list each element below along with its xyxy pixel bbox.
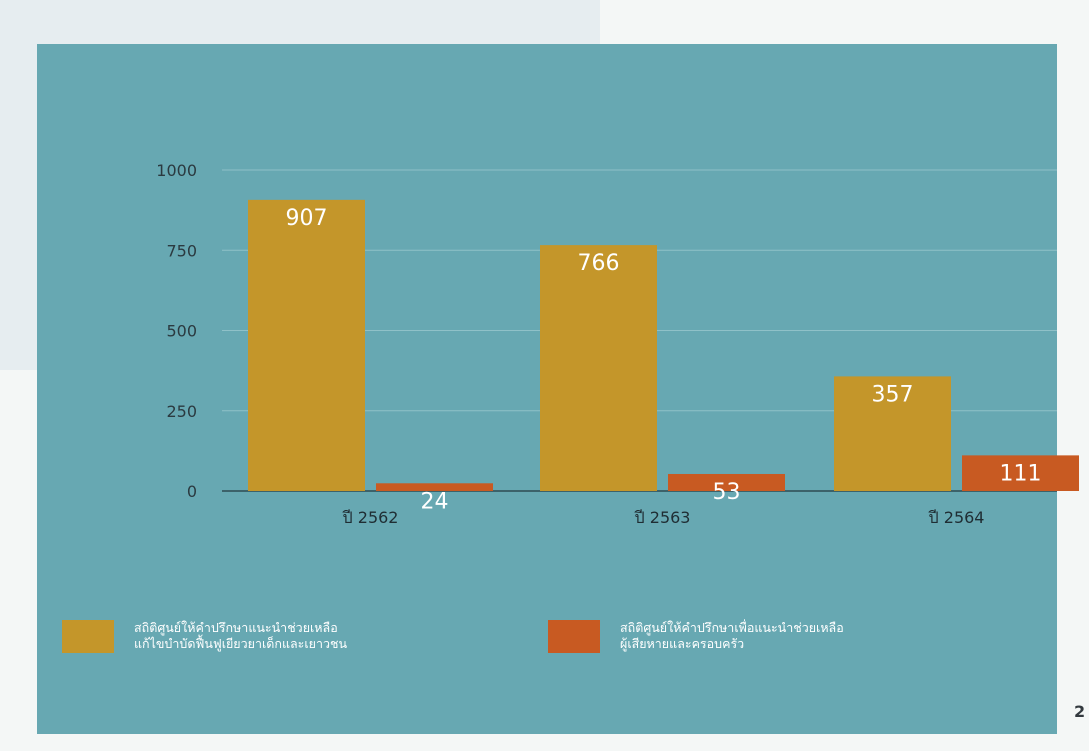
legend-label-1: สถิติศูนย์ให้คำปรึกษาแนะนำช่วยเหลือ แก้ไ… <box>134 620 348 651</box>
bar-value-label: 53 <box>713 480 741 505</box>
legend-swatch-1 <box>62 620 114 653</box>
y-tick-label: 1000 <box>156 161 197 180</box>
x-tick-label: ปี 2563 <box>634 508 690 527</box>
bar <box>668 473 785 491</box>
bar-value-label: 907 <box>286 206 328 231</box>
bar-value-label: 357 <box>872 382 914 407</box>
corner-text: 2 <box>1074 702 1086 721</box>
bar-value-label: 111 <box>1000 461 1042 486</box>
y-tick-label: 500 <box>166 322 197 341</box>
bar <box>248 199 365 491</box>
x-tick-label: ปี 2564 <box>928 508 984 527</box>
y-tick-label: 0 <box>187 482 197 501</box>
x-tick-label: ปี 2562 <box>342 508 398 527</box>
legend-swatch-2 <box>548 620 600 653</box>
bar <box>834 376 951 491</box>
bar-value-label: 24 <box>421 489 449 514</box>
legend-item-2: สถิติศูนย์ให้คำปรึกษาเพื่อแนะนำช่วยเหลือ… <box>548 620 844 653</box>
legend-item-1: สถิติศูนย์ให้คำปรึกษาแนะนำช่วยเหลือ แก้ไ… <box>62 620 347 653</box>
legend-label-2: สถิติศูนย์ให้คำปรึกษาเพื่อแนะนำช่วยเหลือ… <box>620 620 844 651</box>
bar <box>962 455 1079 491</box>
bar <box>376 483 493 491</box>
y-tick-label: 250 <box>166 402 197 421</box>
bar <box>540 245 657 491</box>
bar-value-label: 766 <box>578 251 620 276</box>
y-tick-label: 750 <box>166 241 197 260</box>
